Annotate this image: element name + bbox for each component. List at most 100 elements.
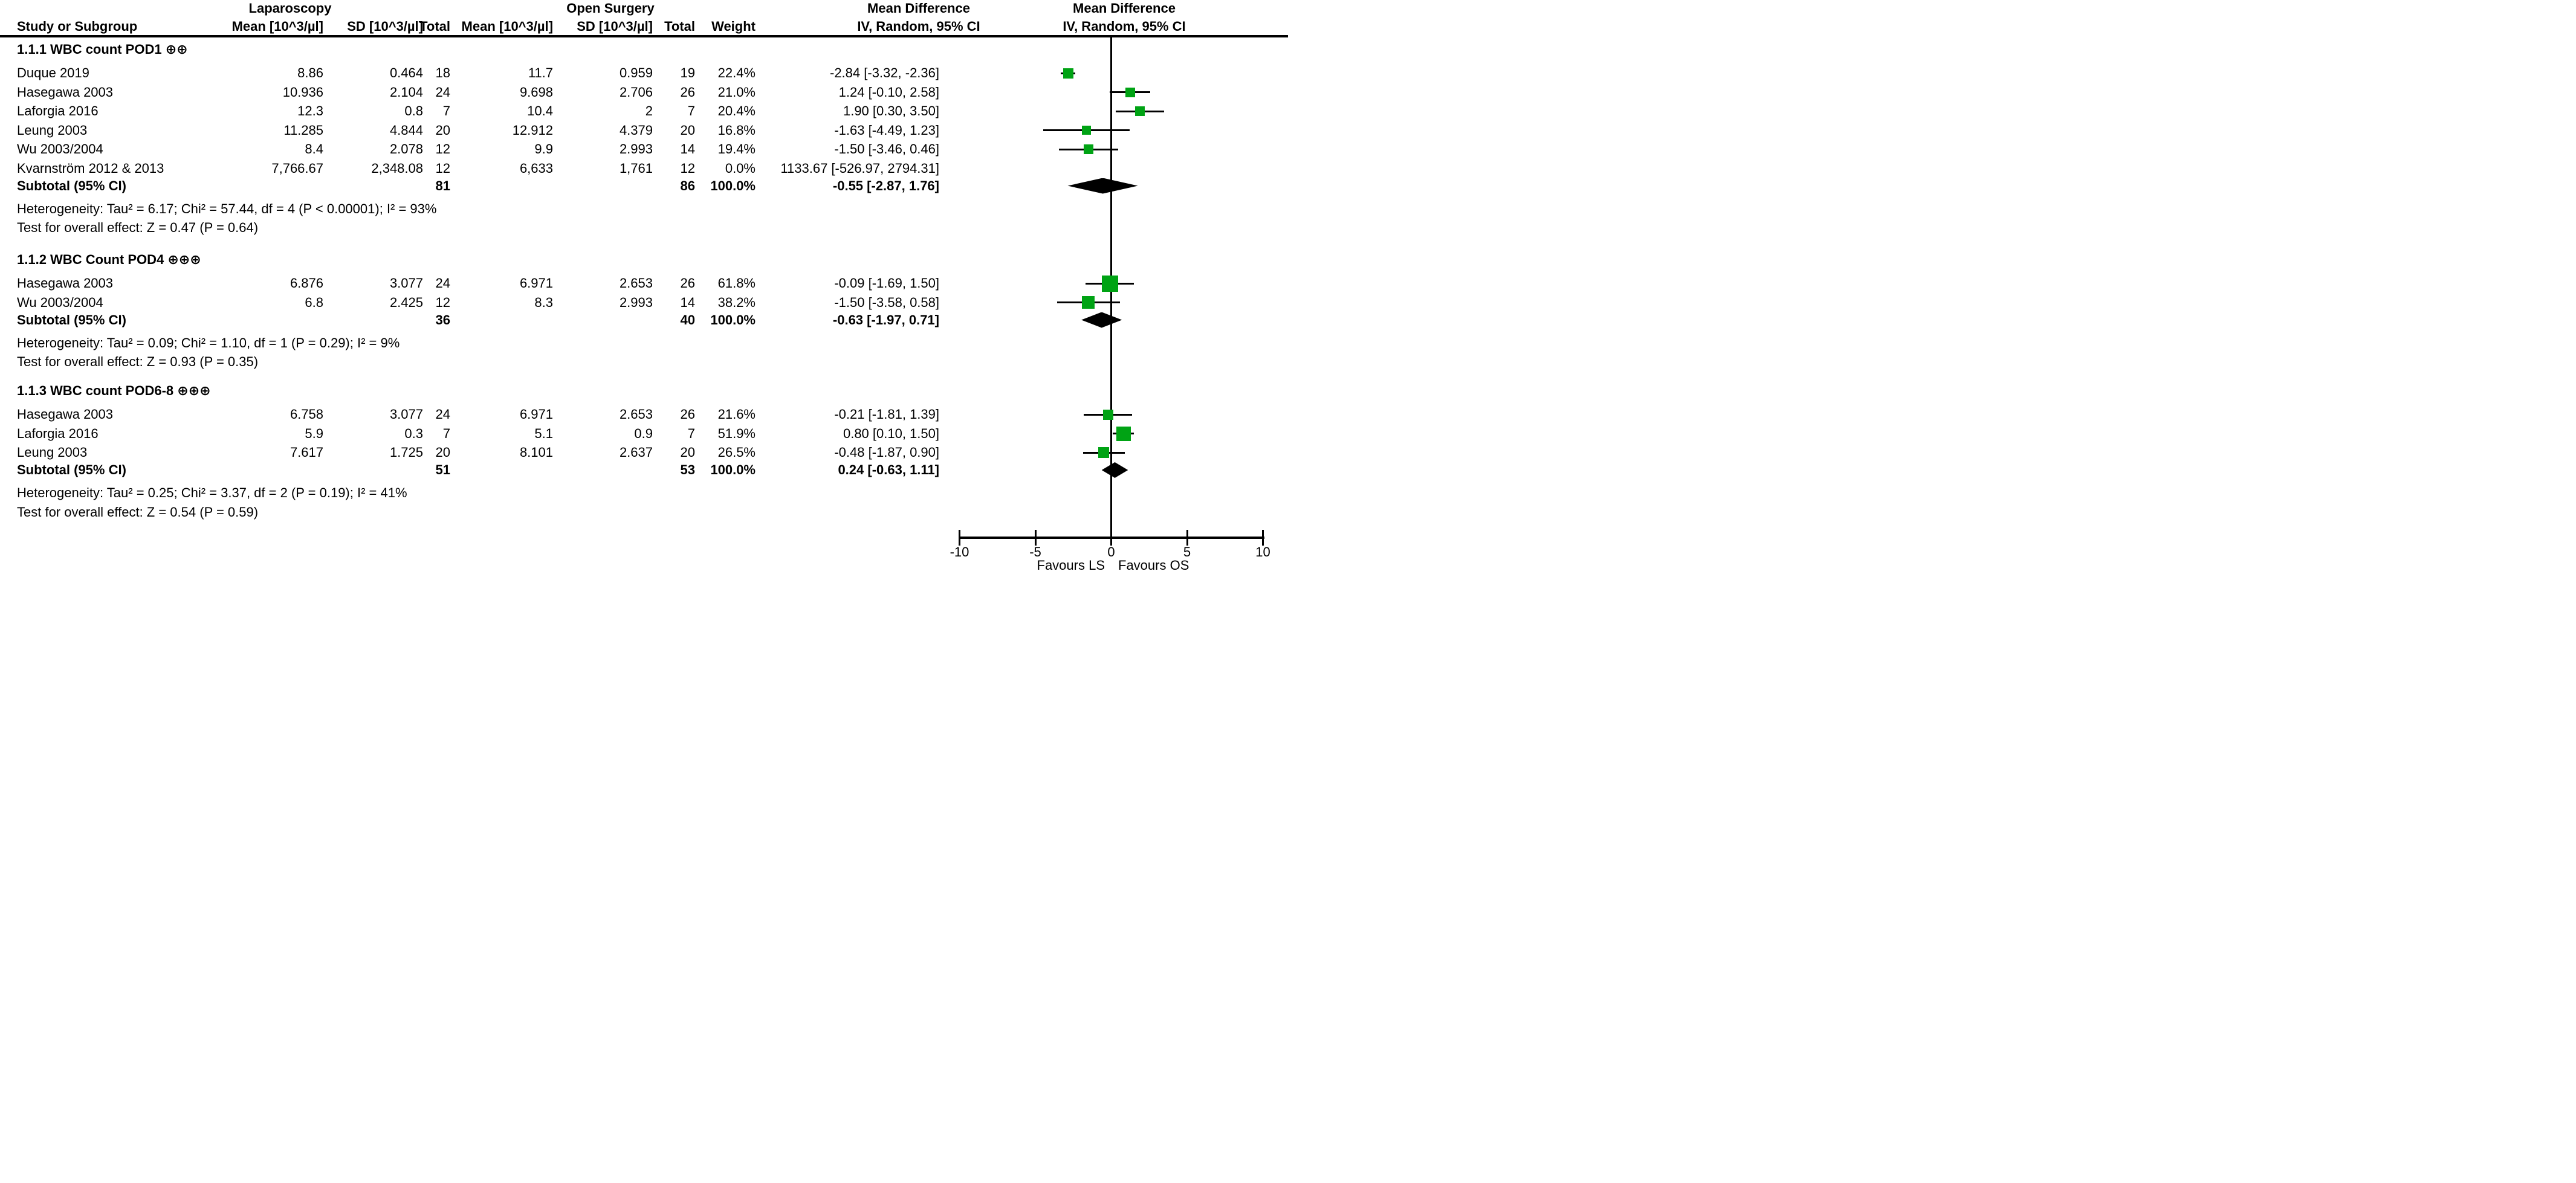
os-sd: 2.637 [619, 445, 653, 460]
x-axis-tick-label: 10 [1255, 544, 1270, 559]
ls-total: 18 [435, 65, 450, 80]
ls-total: 24 [435, 276, 450, 291]
subtotal-weight: 100.0% [710, 178, 756, 193]
x-axis-tick [1110, 530, 1112, 546]
weight: 20.4% [717, 103, 756, 118]
col-header-ls-mean: Mean [10^3/µl] [231, 19, 323, 34]
subtotal-label: Subtotal (95% CI) [17, 312, 126, 327]
md-ci-text: 1.24 [-0.10, 2.58] [838, 84, 939, 100]
subtotal-diamond [1067, 178, 1138, 194]
subtotal-diamond [1081, 312, 1122, 328]
col-header-md-ci: IV, Random, 95% CI [857, 19, 980, 34]
os-mean: 8.101 [519, 445, 553, 460]
ls-mean: 8.86 [297, 65, 323, 80]
os-total: 14 [680, 141, 695, 156]
effect-square [1083, 144, 1093, 154]
weight: 61.8% [717, 276, 756, 291]
os-mean: 5.1 [534, 425, 553, 441]
os-total: 26 [680, 407, 695, 422]
x-axis-tick [1186, 530, 1188, 546]
os-sd: 1,761 [619, 160, 653, 176]
ls-mean: 7,766.67 [271, 160, 323, 176]
ls-sd: 0.464 [389, 65, 423, 80]
ls-sd: 0.3 [404, 425, 423, 441]
effect-square [1101, 275, 1118, 292]
col-header-study: Study or Subgroup [17, 19, 138, 34]
subtotal-ls-total: 51 [435, 462, 450, 477]
md-ci-text: -2.84 [-3.32, -2.36] [830, 65, 939, 80]
os-mean: 9.9 [534, 141, 553, 156]
md-ci-text: 1.90 [0.30, 3.50] [843, 103, 939, 118]
os-total: 12 [680, 160, 695, 176]
subtotal-ls-total: 36 [435, 312, 450, 327]
heterogeneity-text: Heterogeneity: Tau² = 6.17; Chi² = 57.44… [17, 201, 437, 216]
effect-square [1082, 296, 1095, 309]
subtotal-os-total: 86 [680, 178, 695, 193]
md-ci-text: 0.80 [0.10, 1.50] [843, 425, 939, 441]
ls-sd: 2.104 [389, 84, 423, 100]
subtotal-label: Subtotal (95% CI) [17, 178, 126, 193]
effect-square [1135, 106, 1145, 116]
subtotal-label: Subtotal (95% CI) [17, 462, 126, 477]
effect-square [1116, 426, 1131, 441]
subtotal-diamond [1101, 462, 1128, 478]
ls-total: 7 [442, 103, 450, 118]
effect-square [1102, 409, 1113, 420]
x-axis-tick [1034, 530, 1037, 546]
md-ci-text: -0.21 [-1.81, 1.39] [834, 407, 939, 422]
study-name: Laforgia 2016 [17, 103, 99, 118]
favours-ls-label: Favours LS [1037, 558, 1105, 573]
ls-total: 24 [435, 407, 450, 422]
section-title: 1.1.3 WBC count POD6-8 ⊕⊕⊕ [17, 383, 211, 398]
group-header-laparoscopy: Laparoscopy [248, 1, 332, 16]
heterogeneity-text: Heterogeneity: Tau² = 0.25; Chi² = 3.37,… [17, 485, 407, 500]
md-ci-text: -1.50 [-3.46, 0.46] [834, 141, 939, 156]
weight: 16.8% [717, 122, 756, 138]
os-sd: 2.993 [619, 294, 653, 310]
overall-effect-text: Test for overall effect: Z = 0.93 (P = 0… [17, 354, 259, 369]
col-header-os-sd: SD [10^3/µl] [577, 19, 653, 34]
os-sd: 0.959 [619, 65, 653, 80]
os-mean: 6.971 [519, 407, 553, 422]
ls-mean: 6.876 [290, 276, 323, 291]
os-mean: 11.7 [528, 65, 553, 80]
overall-effect-text: Test for overall effect: Z = 0.47 (P = 0… [17, 220, 259, 235]
ls-sd: 4.844 [389, 122, 423, 138]
ls-sd: 1.725 [389, 445, 423, 460]
x-axis-tick [1262, 530, 1264, 546]
ls-sd: 2.078 [389, 141, 423, 156]
weight: 0.0% [725, 160, 756, 176]
study-name: Hasegawa 2003 [17, 276, 114, 291]
group-header-open-surgery: Open Surgery [566, 1, 655, 16]
x-axis-tick-label: -5 [1029, 544, 1041, 559]
study-name: Wu 2003/2004 [17, 294, 103, 310]
ls-total: 20 [435, 122, 450, 138]
subtotal-os-total: 40 [680, 312, 695, 327]
subtotal-ls-total: 81 [435, 178, 450, 193]
study-name: Wu 2003/2004 [17, 141, 103, 156]
subtotal-md-ci-text: -0.63 [-1.97, 0.71] [832, 312, 939, 327]
col-header-md-ci-graph: IV, Random, 95% CI [1063, 19, 1186, 34]
header-divider [0, 35, 1288, 37]
ls-mean: 12.3 [297, 103, 323, 118]
os-total: 19 [680, 65, 695, 80]
x-axis-tick [959, 530, 960, 546]
weight: 21.0% [717, 84, 756, 100]
os-total: 26 [680, 84, 695, 100]
md-ci-text: -0.09 [-1.69, 1.50] [834, 276, 939, 291]
ls-sd: 0.8 [404, 103, 423, 118]
ls-sd: 2.425 [389, 294, 423, 310]
section-title: 1.1.1 WBC count POD1 ⊕⊕ [17, 42, 188, 57]
ls-total: 7 [442, 425, 450, 441]
ls-mean: 5.9 [305, 425, 323, 441]
os-mean: 9.698 [519, 84, 553, 100]
md-ci-text: -1.50 [-3.58, 0.58] [834, 294, 939, 310]
subtotal-weight: 100.0% [710, 462, 756, 477]
os-total: 26 [680, 276, 695, 291]
os-mean: 8.3 [534, 294, 553, 310]
favours-os-label: Favours OS [1118, 558, 1189, 573]
ls-mean: 10.936 [282, 84, 323, 100]
os-sd: 2.653 [619, 407, 653, 422]
os-mean: 6,633 [519, 160, 553, 176]
study-name: Leung 2003 [17, 122, 88, 138]
